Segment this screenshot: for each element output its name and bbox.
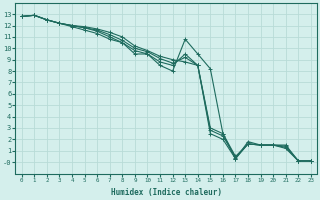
X-axis label: Humidex (Indice chaleur): Humidex (Indice chaleur) [111,188,222,197]
